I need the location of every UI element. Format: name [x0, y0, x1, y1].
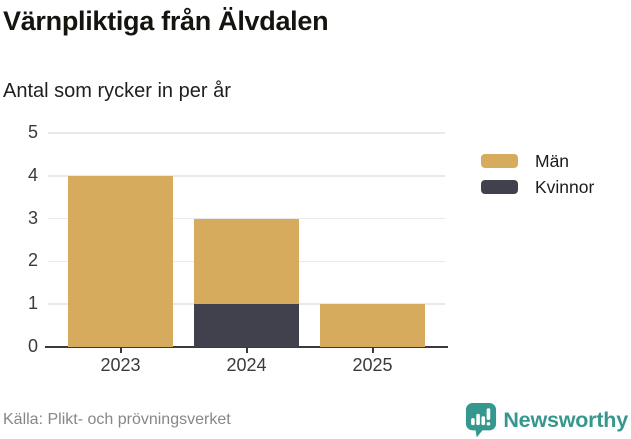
y-axis-tick-label-1: 1 — [27, 293, 38, 314]
x-axis-tick-2023 — [119, 347, 122, 353]
newsworthy-bubble-chart-icon — [465, 402, 497, 438]
legend-swatch-kvinnor — [481, 180, 518, 194]
legend-swatch-män — [481, 154, 518, 168]
x-axis-label-2023: 2023 — [100, 355, 141, 375]
gridline-y-3 — [48, 217, 445, 220]
bar-segment-2024-Kvinnor[interactable] — [194, 304, 299, 347]
bar-segment-2024-Män[interactable] — [194, 218, 299, 305]
chart-subtitle: Antal som rycker in per år — [3, 80, 231, 102]
brand-name: Newsworthy — [503, 407, 628, 432]
y-axis-tick-label-3: 3 — [27, 207, 38, 228]
chart-title: Värnpliktiga från Älvdalen — [3, 6, 329, 36]
y-axis-tick-label-0: 0 — [27, 335, 38, 356]
legend-item-kvinnor: Kvinnor — [481, 177, 594, 197]
x-axis-label-2024: 2024 — [226, 355, 267, 375]
x-axis-tick-2025 — [371, 347, 374, 353]
legend-label-män: Män — [535, 150, 570, 171]
legend-item-män: Män — [481, 151, 594, 171]
brand-logo[interactable]: Newsworthy — [465, 402, 628, 438]
y-axis-tick-label-5: 5 — [27, 121, 38, 142]
gridline-y-5 — [48, 132, 445, 134]
legend: Män Kvinnor — [481, 151, 594, 203]
gridline-y-4 — [48, 175, 445, 177]
source-note: Källa: Plikt- och prövningsverket — [3, 411, 231, 428]
legend-label-kvinnor: Kvinnor — [535, 176, 595, 197]
y-axis-tick-label-2: 2 — [27, 250, 38, 271]
x-axis-tick-2024 — [245, 347, 248, 353]
x-axis-label-2025: 2025 — [352, 355, 393, 375]
bar-segment-2023-Män[interactable] — [68, 175, 173, 347]
bar-segment-2025-Män[interactable] — [320, 304, 425, 347]
y-axis-tick-label-4: 4 — [27, 164, 38, 185]
plot-area: 0 1 2 3 4 5 2023 2024 2025 — [28, 122, 448, 375]
